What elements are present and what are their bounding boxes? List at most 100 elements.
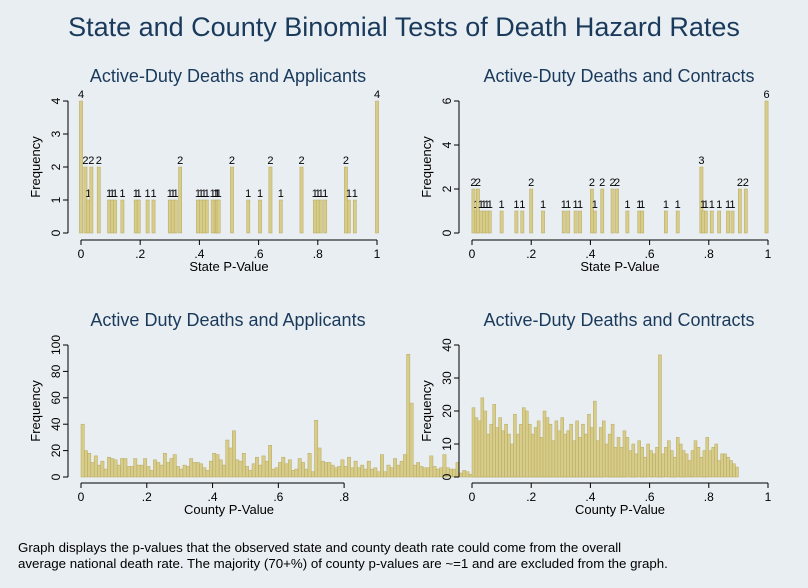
bar (507, 433, 511, 478)
y-tick-label: 4 (49, 97, 63, 104)
bar-data-label: 1 (315, 188, 321, 200)
bar (514, 210, 519, 234)
bar-data-label: 1 (352, 188, 358, 200)
bar (584, 433, 588, 478)
bar (432, 466, 437, 478)
y-axis-label: Frequency (28, 136, 43, 198)
y-tick-label: 2 (49, 163, 63, 170)
bar-data-label: 4 (374, 89, 380, 101)
bar (176, 466, 180, 478)
bar (218, 459, 223, 478)
bar (498, 417, 502, 478)
bar (640, 210, 645, 234)
bar (548, 423, 553, 478)
bar (278, 462, 282, 478)
chart-panel-2: Active-Duty Deaths and Contracts21211111… (419, 66, 772, 274)
bar (667, 440, 671, 478)
bar (681, 450, 686, 478)
bar-data-label: 1 (565, 199, 571, 211)
bar (205, 470, 210, 478)
bar (396, 464, 401, 478)
bar-data-label: 1 (198, 188, 204, 200)
x-axis-label: State P-Value (580, 259, 659, 274)
x-tick-label: 0 (469, 247, 476, 261)
bar (735, 466, 739, 478)
bar (670, 450, 674, 478)
bar (702, 450, 707, 478)
bar (590, 427, 594, 478)
bar (696, 447, 701, 478)
bar (136, 464, 141, 478)
bar (383, 471, 388, 478)
bar (166, 462, 171, 478)
bar (675, 437, 680, 478)
bar-data-label: 1 (636, 199, 642, 211)
bar (573, 210, 578, 234)
bar (202, 467, 207, 478)
bar (291, 470, 296, 478)
bar (551, 440, 556, 478)
bar (652, 453, 656, 478)
bar-data-label: 1 (703, 199, 709, 211)
bar (399, 460, 404, 478)
bar (673, 456, 677, 478)
bar (258, 464, 263, 478)
bar (173, 199, 178, 234)
bar (600, 188, 605, 234)
bar (554, 420, 559, 478)
bar (185, 466, 190, 478)
bar (245, 466, 249, 478)
bar-data-label: 1 (487, 199, 493, 211)
bar-data-label: 1 (85, 188, 91, 200)
bar-data-label: 1 (173, 188, 179, 200)
bar-data-label: 1 (210, 188, 216, 200)
bar (625, 210, 630, 234)
bar-data-label: 1 (257, 188, 263, 200)
bar (458, 472, 463, 478)
bar (604, 443, 609, 478)
bar (159, 464, 164, 478)
bar-data-label: 1 (561, 199, 567, 211)
bar (578, 210, 582, 234)
bar (587, 414, 591, 478)
x-tick-label: .6 (273, 490, 283, 504)
y-tick-label: 0 (49, 473, 63, 480)
bar (110, 458, 115, 478)
bar (675, 210, 680, 234)
bar-data-label: 1 (150, 188, 156, 200)
bar (592, 210, 597, 234)
bar (655, 447, 659, 478)
x-tick-label: .2 (526, 490, 536, 504)
bar (489, 423, 493, 478)
bar-data-label: 1 (519, 199, 525, 211)
bar (726, 456, 730, 478)
bar (89, 166, 94, 234)
bar (628, 450, 633, 478)
bar (107, 456, 111, 478)
bar (241, 452, 246, 478)
bar-data-label: 1 (195, 188, 201, 200)
bar-data-label: 1 (675, 199, 681, 211)
figure-caption: Graph displays the p-values that the obs… (18, 540, 798, 572)
y-tick-label: 1 (49, 196, 63, 203)
bar (113, 199, 117, 234)
bar-data-label: 1 (639, 199, 645, 211)
bar (238, 460, 243, 478)
bar-data-label: 1 (499, 199, 505, 211)
bar-data-label: 1 (346, 188, 352, 200)
bar-data-label: 2 (298, 155, 304, 167)
bar-data-label: 1 (725, 199, 731, 211)
bar (709, 210, 714, 234)
bar-data-label: 1 (204, 188, 210, 200)
bar-data-label: 1 (513, 199, 519, 211)
bar (643, 456, 647, 478)
x-tick-label: .2 (135, 247, 145, 261)
bar (209, 460, 213, 478)
y-tick-label: 30 (440, 371, 454, 385)
x-tick-label: .8 (704, 247, 714, 261)
bar (360, 464, 365, 478)
y-tick-label: 0 (440, 229, 454, 236)
bar (764, 100, 769, 234)
bar (212, 452, 217, 478)
bar (230, 166, 234, 234)
